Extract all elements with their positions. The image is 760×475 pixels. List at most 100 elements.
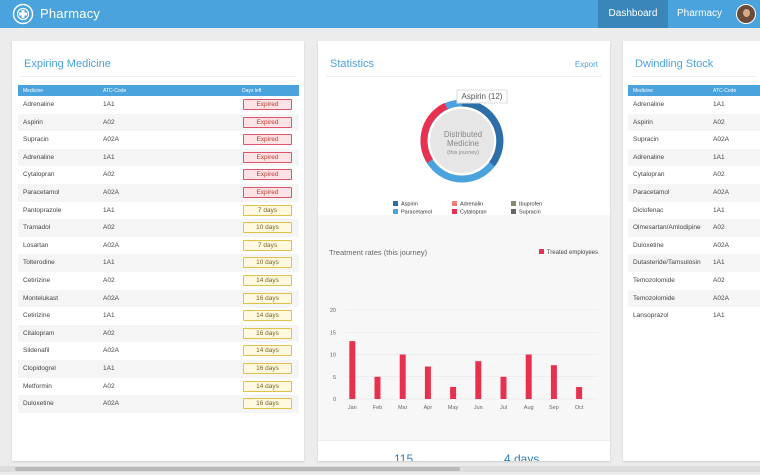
bar-may[interactable]	[450, 386, 457, 399]
table-row[interactable]: Losartan A02A 7 days	[18, 237, 299, 255]
cell-atc-code: A02	[103, 382, 115, 390]
cell-medicine: Temozolomide	[633, 294, 675, 302]
days-left-badge: Expired	[243, 151, 292, 163]
table-row[interactable]: Tramadol A02 10 days	[18, 219, 299, 237]
legend-swatch	[452, 209, 457, 214]
table-row[interactable]: Metformin A02 14 days	[18, 378, 299, 396]
days-left-badge: 16 days	[243, 398, 292, 410]
cell-medicine: Diclofenac	[633, 206, 664, 214]
donut-slice-aspirin[interactable]	[461, 99, 504, 167]
nav-pharmacy[interactable]: Pharmacy	[676, 8, 722, 19]
table-row[interactable]: Temozolomide A02A	[628, 289, 760, 308]
legend-swatch	[452, 201, 457, 206]
table-row[interactable]: Diclofenac 1A1	[628, 202, 760, 220]
header-atc: ATC-Code	[713, 88, 737, 94]
export-button[interactable]: Export	[574, 60, 598, 69]
x-tick-label: Jun	[474, 405, 483, 411]
table-row[interactable]: Aspirin A02 Expired	[18, 113, 299, 132]
treatment-bar-chart: 0 5 10 15 20 Jan Feb Mar Apr May Jun Jul Aug Sep Oct	[330, 308, 598, 411]
nav-dashboard[interactable]: Dashboard	[598, 0, 668, 28]
days-left-badge: Expired	[243, 187, 292, 198]
table-row[interactable]: Paracetamol A02A	[628, 184, 760, 202]
days-left-badge: 16 days	[243, 327, 292, 339]
cell-atc-code: 1A1	[713, 206, 725, 214]
table-row[interactable]: Citalopram A02 16 days	[18, 324, 299, 343]
table-row[interactable]: Tolterodine 1A1 10 days	[18, 254, 299, 272]
cell-atc-code: A02	[103, 329, 115, 337]
table-row[interactable]: Supracin A02A	[628, 131, 760, 149]
bar-apr[interactable]	[424, 366, 431, 399]
days-left-badge: 16 days	[243, 292, 292, 304]
bar-feb[interactable]	[374, 376, 381, 399]
avatar[interactable]	[736, 4, 756, 24]
cell-medicine: Dutasteride/Tamsulosin	[633, 259, 701, 267]
summary-values: 115 4 days	[318, 440, 610, 461]
table-row[interactable]: Cetirizine 1A1 14 days	[18, 307, 299, 325]
donut-center-line3: (this journey)	[447, 150, 479, 156]
table-row[interactable]: Adrenaline 1A1 Expired	[18, 148, 299, 167]
cell-atc-code: 1A1	[103, 101, 115, 108]
cell-medicine: Citalopram	[23, 329, 55, 337]
table-row[interactable]: Olmesartan/Amlodipine A02	[628, 219, 760, 237]
scrollbar-thumb[interactable]	[15, 467, 460, 471]
treatment-chart-area	[318, 215, 610, 440]
table-row[interactable]: Aspirin A02	[628, 113, 760, 132]
table-row[interactable]: Clopidogrel 1A1 16 days	[18, 360, 299, 378]
cell-medicine: Tramadol	[23, 224, 51, 232]
cell-medicine: Adrenaline	[633, 101, 665, 108]
bar-mar[interactable]	[399, 354, 406, 400]
table-row[interactable]: Cetirizine A02 14 days	[18, 272, 299, 290]
cell-medicine: Adrenaline	[633, 153, 665, 161]
divider	[631, 76, 755, 77]
cell-medicine: Clopidogrel	[23, 365, 56, 372]
top-bar: Pharmacy Dashboard Pharmacy	[0, 0, 760, 28]
table-row[interactable]: Supracin A02A Expired	[18, 131, 299, 149]
donut-center-line2: Medicine	[447, 139, 480, 148]
days-left-badge: 7 days	[243, 204, 292, 216]
days-left-badge: 10 days	[243, 222, 292, 234]
cell-atc-code: 1A1	[103, 153, 115, 161]
table-row[interactable]: Adrenaline 1A1	[628, 148, 760, 167]
bar-oct[interactable]	[576, 386, 583, 399]
table-row[interactable]: Lansoprazol 1A1	[628, 307, 760, 325]
table-row[interactable]: Cytalopran A02 Expired	[18, 166, 299, 184]
bar-jan[interactable]	[349, 341, 356, 399]
table-row[interactable]: Temozolomide A02	[628, 272, 760, 290]
bar-aug[interactable]	[525, 354, 532, 400]
table-row[interactable]: Duloxetine A02A 16 days	[18, 395, 299, 413]
dwindling-table-header: Medicine ATC-Code	[628, 85, 760, 96]
legend-label: Adrenalin	[460, 201, 484, 208]
donut-chart: Distributed Medicine (this journey) Aspi…	[420, 89, 508, 183]
y-tick-label: 0	[333, 397, 336, 403]
cell-medicine: Metformin	[23, 382, 52, 390]
legend-swatch	[511, 201, 516, 206]
cell-medicine: Supracin	[633, 136, 659, 144]
cell-medicine: Supracin	[23, 136, 49, 144]
y-tick-label: 15	[330, 330, 336, 336]
bar-jun[interactable]	[475, 361, 482, 399]
table-row[interactable]: Montelukast A02A 16 days	[18, 289, 299, 308]
cell-atc-code: A02	[103, 224, 115, 232]
bar-sep[interactable]	[550, 365, 557, 399]
donut-slice-cytalopran[interactable]	[420, 102, 448, 163]
x-tick-label: Apr	[424, 405, 433, 411]
cell-medicine: Aspirin	[23, 118, 43, 126]
table-row[interactable]: Sildenafil A02A 14 days	[18, 342, 299, 360]
table-row[interactable]: Duloxetine A02A	[628, 237, 760, 255]
x-tick-label: Mar	[398, 405, 408, 411]
days-left-badge: Expired	[243, 134, 292, 146]
table-row[interactable]: Pantoprazole 1A1 7 days	[18, 202, 299, 220]
divider	[20, 76, 296, 77]
table-row[interactable]: Adrenaline 1A1 Expired	[18, 96, 299, 114]
table-row[interactable]: Paracetamol A02A Expired	[18, 184, 299, 202]
table-row[interactable]: Adrenaline 1A1	[628, 96, 760, 114]
bar-jul[interactable]	[500, 376, 507, 399]
cell-atc-code: A02A	[103, 347, 119, 355]
cell-atc-code: 1A1	[713, 153, 725, 161]
cell-atc-code: A02	[103, 118, 115, 126]
cell-atc-code: A02A	[713, 189, 729, 196]
cell-atc-code: 1A1	[713, 101, 725, 108]
cell-atc-code: A02	[713, 224, 725, 232]
table-row[interactable]: Cytalopran A02	[628, 166, 760, 184]
table-row[interactable]: Dutasteride/Tamsulosin 1A1	[628, 254, 760, 272]
